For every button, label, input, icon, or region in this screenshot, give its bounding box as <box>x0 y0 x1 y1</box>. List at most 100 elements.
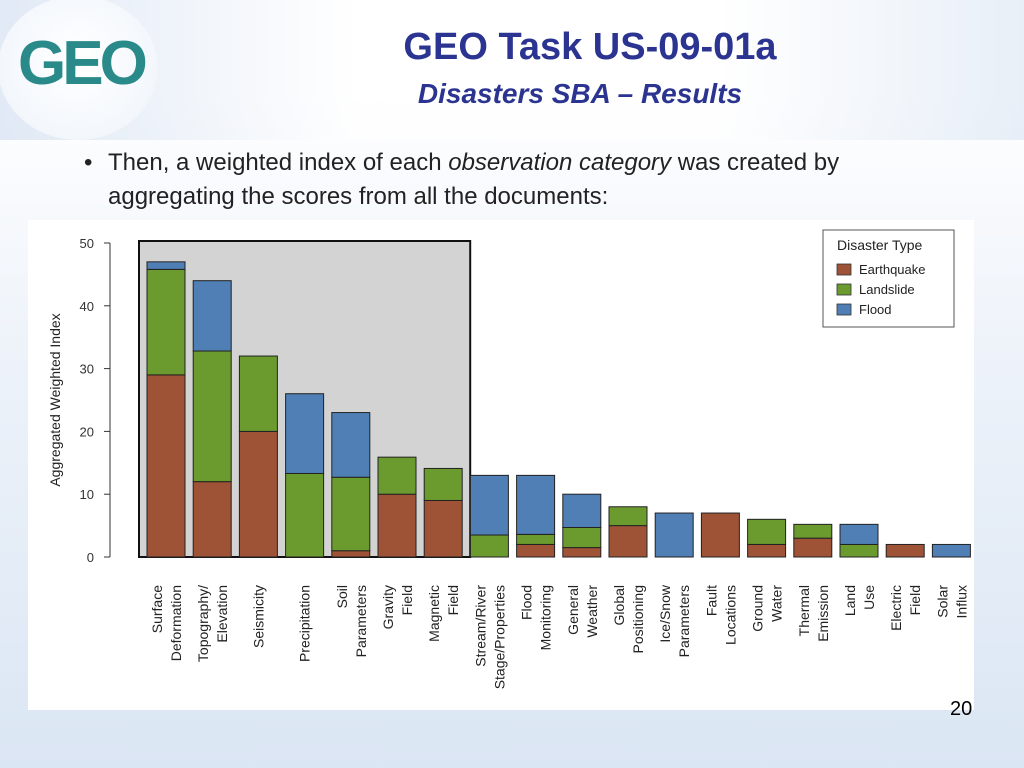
y-tick-label: 40 <box>80 299 94 314</box>
bar-earthquake <box>192 481 232 558</box>
bar-earthquake <box>516 543 556 558</box>
category-label-group: Flood Monitoring <box>519 585 554 650</box>
category-label-group: Topography/Elevation <box>195 585 230 662</box>
category-label: Land <box>842 585 858 616</box>
bar-earthquake <box>793 537 833 558</box>
category-label-group: General Weather <box>565 585 600 638</box>
stacked-bar-chart: 0 10 20 30 40 50 Aggregated Weighted Index Sur… <box>47 229 971 690</box>
category-label: Field <box>445 585 461 615</box>
legend-label: Landslide <box>859 282 915 297</box>
y-tick-label: 10 <box>80 487 94 502</box>
y-tick-label: 30 <box>80 362 94 377</box>
bar-landslide <box>839 543 879 558</box>
bar-flood <box>146 261 186 270</box>
bar-flood <box>192 280 232 352</box>
category-label-group: Stream/River Stage/Properties <box>472 585 507 690</box>
category-label-group: Surface Deformation <box>149 585 184 661</box>
category-label: Fault <box>703 585 719 616</box>
category-label: Ice/Snow <box>657 584 673 642</box>
legend-title: Disaster Type <box>837 237 923 253</box>
bar-flood <box>516 474 556 535</box>
bar-landslide <box>562 526 602 549</box>
bullet-text-end: was created by aggregating the scores fr… <box>108 149 840 210</box>
category-label: Precipitation <box>297 585 313 662</box>
slide-title: GEO Task US-09-01a <box>403 26 777 68</box>
category-label-group: Land Use <box>842 585 877 616</box>
y-axis-title: Aggregated Weighted Index <box>47 313 63 486</box>
bar-earthquake <box>238 430 278 558</box>
bar-earthquake <box>331 550 371 558</box>
category-label-group: Magnetic Field <box>426 585 461 642</box>
bar-landslide <box>747 518 787 545</box>
slide-header-background <box>0 0 1024 140</box>
bar-earthquake <box>562 547 602 558</box>
bar-earthquake <box>423 499 463 558</box>
category-label: Stream/River <box>472 585 488 667</box>
category-label-group: Electric Field <box>888 585 923 631</box>
category-label: Gravity <box>380 585 396 629</box>
geo-logo-text: GEO <box>18 29 148 98</box>
bar-flood <box>331 412 371 478</box>
category-label: Influx <box>953 585 969 618</box>
legend-swatch <box>836 283 852 296</box>
category-label: Soil <box>334 585 350 608</box>
bar-flood <box>469 474 509 536</box>
category-label: Flood <box>519 585 535 620</box>
category-label-group: Fault Locations <box>703 585 738 645</box>
bar-earthquake <box>885 543 925 558</box>
category-label: General <box>565 585 581 635</box>
y-tick-label: 50 <box>80 236 94 251</box>
bar-landslide <box>238 355 278 432</box>
category-label: Emission <box>815 585 831 642</box>
category-label: Electric <box>888 585 904 631</box>
category-label: Field <box>907 585 923 615</box>
category-label-group: Global Positioning <box>611 585 646 654</box>
category-label: Weather <box>584 585 600 638</box>
category-label-group: Ice/Snow Parameters <box>657 584 692 657</box>
category-label-group: Gravity Field <box>380 585 415 629</box>
category-label: Monitoring <box>538 585 554 650</box>
bullet-text-start: Then, a weighted index of each <box>108 149 449 176</box>
category-label-group: Solar Influx <box>934 585 969 619</box>
bar-landslide <box>285 472 325 558</box>
category-label: Positioning <box>630 585 646 654</box>
bar-landslide <box>516 533 556 545</box>
legend-label: Flood <box>859 302 892 317</box>
category-label: Seismicity <box>250 585 266 648</box>
bar-earthquake <box>377 493 417 558</box>
y-tick-label: 20 <box>80 424 94 439</box>
category-label: Topography/ <box>195 585 211 662</box>
category-label: Global <box>611 585 627 625</box>
bullet-text: Then, a weighted index of each observati… <box>108 146 968 214</box>
bar-earthquake <box>146 374 186 558</box>
bar-earthquake <box>700 512 740 558</box>
category-label: Magnetic <box>426 585 442 642</box>
bar-landslide <box>192 350 232 483</box>
category-label-group: Soil Parameters <box>334 585 369 657</box>
category-label: Deformation <box>168 585 184 661</box>
category-label-group: Thermal Emission <box>796 585 831 642</box>
bar-flood <box>562 493 602 528</box>
legend-swatch <box>836 263 852 276</box>
bar-flood <box>839 523 879 545</box>
category-label-group: Precipitation <box>297 585 313 662</box>
category-label: Locations <box>722 585 738 645</box>
slide-subtitle: Disasters SBA – Results <box>417 78 743 109</box>
category-label-group: Seismicity <box>250 585 266 648</box>
legend-swatch <box>836 303 852 316</box>
category-label: Stage/Properties <box>491 585 507 689</box>
chart-panel: 0 10 20 30 40 50 Aggregated Weighted Index Sur… <box>28 220 974 710</box>
bullet-text-emphasis: observation category <box>448 149 672 176</box>
category-label: Use <box>861 585 877 610</box>
bar-earthquake <box>608 525 648 558</box>
geo-logo: GEO <box>18 28 148 100</box>
logo-backdrop <box>0 0 158 140</box>
bullet-icon: • <box>84 149 93 176</box>
bar-landslide <box>469 534 509 558</box>
legend-label: Earthquake <box>859 262 926 277</box>
bar-landslide <box>146 268 186 376</box>
category-label: Elevation <box>214 585 230 643</box>
category-label: Water <box>769 585 785 622</box>
y-tick-label: 0 <box>87 550 94 565</box>
bar-landslide <box>423 467 463 501</box>
